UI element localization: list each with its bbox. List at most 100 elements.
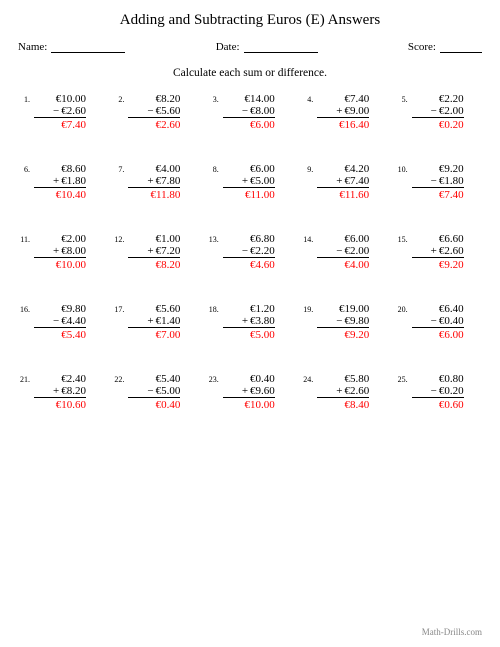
problem-number: 8. [207, 165, 219, 174]
problem: 12.€1.00+€7.20€8.20 [112, 233, 198, 271]
problem-body: €9.20−€1.80€7.40 [412, 163, 464, 201]
operand-row: +€2.60 [412, 245, 464, 258]
operator: − [53, 315, 59, 327]
problem-number: 14. [301, 235, 313, 244]
operand-b: €2.00 [439, 105, 464, 117]
problem: 19.€19.00−€9.80€9.20 [301, 303, 387, 341]
problem: 16.€9.80−€4.40€5.40 [18, 303, 104, 341]
answer: €7.40 [439, 189, 464, 201]
operand-b: €5.60 [156, 105, 181, 117]
operand-b: €7.20 [156, 245, 181, 257]
operand-b: €5.00 [250, 175, 275, 187]
answer: €0.60 [439, 399, 464, 411]
problem-number: 25. [396, 375, 408, 384]
answer: €2.60 [156, 119, 181, 131]
operator: − [242, 245, 248, 257]
problem-body: €5.40−€5.00€0.40 [128, 373, 180, 411]
operand-row: −€2.60 [34, 105, 86, 118]
operand-b: €8.00 [61, 245, 86, 257]
operand-row: +€3.80 [223, 315, 275, 328]
operand-row: +€1.80 [34, 175, 86, 188]
operand-b: €2.60 [61, 105, 86, 117]
operator: − [431, 175, 437, 187]
problem-number: 16. [18, 305, 30, 314]
problem-number: 7. [112, 165, 124, 174]
answer: €8.20 [156, 259, 181, 271]
operator: + [53, 245, 59, 257]
problem: 23.€0.40+€9.60€10.00 [207, 373, 293, 411]
answer: €7.00 [156, 329, 181, 341]
operator: − [53, 105, 59, 117]
operand-a: €7.40 [344, 93, 369, 105]
answer: €10.60 [56, 399, 86, 411]
problem-number: 4. [301, 95, 313, 104]
operand-row: +€2.60 [317, 385, 369, 398]
operator: + [336, 385, 342, 397]
problem-number: 24. [301, 375, 313, 384]
operator: + [53, 385, 59, 397]
score-field: Score: [408, 41, 482, 53]
operand-a: €6.00 [250, 163, 275, 175]
problem: 5.€2.20−€2.00€0.20 [396, 93, 482, 131]
problem: 11.€2.00+€8.00€10.00 [18, 233, 104, 271]
answer: €0.40 [156, 399, 181, 411]
operator: − [431, 315, 437, 327]
operand-a: €19.00 [339, 303, 369, 315]
problem-body: €6.00−€2.00€4.00 [317, 233, 369, 271]
operand-row: −€0.40 [412, 315, 464, 328]
problem: 20.€6.40−€0.40€6.00 [396, 303, 482, 341]
operator: + [147, 245, 153, 257]
problem-number: 17. [112, 305, 124, 314]
operand-a: €2.40 [61, 373, 86, 385]
instruction: Calculate each sum or difference. [18, 67, 482, 79]
answer: €4.00 [344, 259, 369, 271]
operand-a: €14.00 [245, 93, 275, 105]
problem: 8.€6.00+€5.00€11.00 [207, 163, 293, 201]
operand-a: €9.80 [61, 303, 86, 315]
problem-body: €10.00−€2.60€7.40 [34, 93, 86, 131]
answer: €11.60 [339, 189, 369, 201]
problem: 4.€7.40+€9.00€16.40 [301, 93, 387, 131]
operand-row: −€8.00 [223, 105, 275, 118]
problem-body: €6.80−€2.20€4.60 [223, 233, 275, 271]
operand-a: €1.00 [156, 233, 181, 245]
problem-number: 10. [396, 165, 408, 174]
operand-row: −€1.80 [412, 175, 464, 188]
operand-a: €6.60 [439, 233, 464, 245]
operand-a: €5.40 [156, 373, 181, 385]
problem-number: 9. [301, 165, 313, 174]
name-label: Name: [18, 41, 47, 53]
operand-a: €1.20 [250, 303, 275, 315]
problem-body: €0.80−€0.20€0.60 [412, 373, 464, 411]
problem-number: 18. [207, 305, 219, 314]
operand-b: €8.20 [61, 385, 86, 397]
operand-a: €8.20 [156, 93, 181, 105]
operand-row: +€1.40 [128, 315, 180, 328]
operator: + [147, 315, 153, 327]
operand-a: €6.00 [344, 233, 369, 245]
operator: + [53, 175, 59, 187]
problem: 18. €1.20+€3.80€5.00 [207, 303, 293, 341]
operand-a: €5.60 [156, 303, 181, 315]
operand-b: €9.80 [344, 315, 369, 327]
operator: + [431, 245, 437, 257]
operand-row: +€7.80 [128, 175, 180, 188]
answer: €11.00 [245, 189, 275, 201]
problem-body: €8.20−€5.60€2.60 [128, 93, 180, 131]
operand-b: €3.80 [250, 315, 275, 327]
problem-body: €19.00−€9.80€9.20 [317, 303, 369, 341]
page-title: Adding and Subtracting Euros (E) Answers [18, 12, 482, 29]
problem: 6.€8.60+€1.80€10.40 [18, 163, 104, 201]
problem-body: €0.40+€9.60€10.00 [223, 373, 275, 411]
operand-b: €7.80 [156, 175, 181, 187]
problem: 1.€10.00−€2.60€7.40 [18, 93, 104, 131]
problem: 7.€4.00+€7.80€11.80 [112, 163, 198, 201]
operand-row: −€9.80 [317, 315, 369, 328]
operand-a: €10.00 [56, 93, 86, 105]
answer: €16.40 [339, 119, 369, 131]
score-blank [440, 41, 482, 53]
operator: − [336, 245, 342, 257]
answer: €5.00 [250, 329, 275, 341]
problem-number: 5. [396, 95, 408, 104]
operator: + [336, 105, 342, 117]
